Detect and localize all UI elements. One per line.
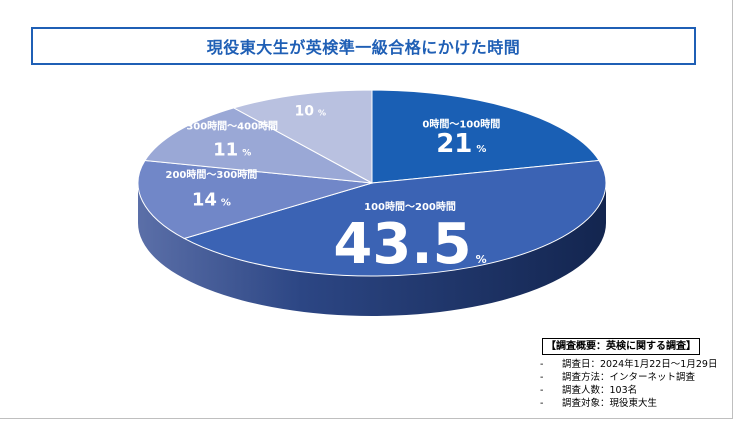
survey-summary: 【調査概要：英検に関する調査】 - 調査日：2024年1月22日～1月29日 -…: [536, 338, 731, 410]
pie-slice: [144, 107, 373, 184]
slice-category-label: 0時間〜100時間: [422, 118, 500, 131]
slice-category-label: 100時間〜200時間: [364, 200, 456, 213]
pie-side-wall: [138, 183, 606, 316]
survey-item: - 調査対象：現役東大生: [536, 397, 731, 410]
slice-category-label: 400時間〜: [285, 80, 336, 93]
chart-frame: [0, 0, 733, 419]
pie-slice: [371, 89, 600, 184]
pie-slice: [232, 89, 373, 184]
bullet-dash: -: [540, 372, 544, 383]
survey-item: - 調査日：2024年1月22日～1月29日: [536, 358, 731, 371]
slice-category-label: 300時間〜400時間: [186, 120, 278, 133]
bullet-dash: -: [540, 398, 544, 409]
survey-item-text: 調査方法：インターネット調査: [562, 372, 696, 383]
slice-value-label: 43.5%: [333, 212, 486, 277]
bullet-dash: -: [540, 385, 544, 396]
pie-slice: [182, 159, 607, 277]
survey-item-text: 調査日：2024年1月22日～1月29日: [562, 359, 718, 370]
survey-item: - 調査方法：インターネット調査: [536, 371, 731, 384]
bullet-dash: -: [540, 359, 544, 370]
chart-title: 現役東大生が英検準一級合格にかけた時間: [31, 27, 696, 65]
survey-item: - 調査人数：103名: [536, 384, 731, 397]
survey-heading: 【調査概要：英検に関する調査】: [542, 338, 700, 355]
survey-item-text: 調査対象：現役東大生: [562, 398, 658, 409]
slice-category-label: 200時間〜300時間: [166, 168, 258, 181]
survey-item-text: 調査人数：103名: [562, 385, 638, 396]
pie-slice: [137, 159, 373, 240]
